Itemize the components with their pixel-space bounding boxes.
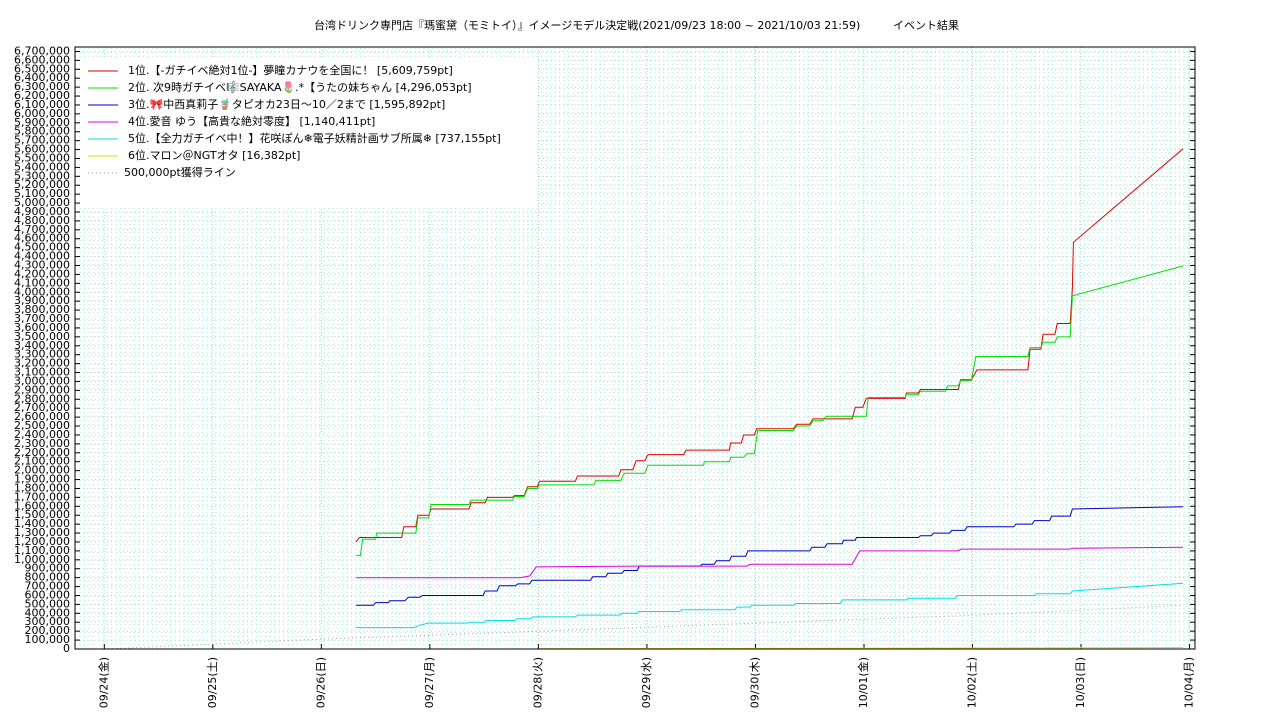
x-tick-label: 09/25(土): [206, 657, 219, 708]
y-tick-label: 1,100,000: [14, 544, 70, 557]
y-tick-label: 1,300,000: [14, 526, 70, 539]
x-tick-label: 09/26(日): [314, 657, 327, 708]
x-tick-label: 09/28(火): [531, 657, 544, 708]
y-tick-label: 3,100,000: [14, 366, 70, 379]
y-tick-label: 1,900,000: [14, 473, 70, 486]
y-tick-label: 5,300,000: [14, 169, 70, 182]
x-tick-label: 10/01(金): [856, 657, 870, 708]
y-tick-label: 6,600,000: [14, 53, 70, 66]
y-tick-label: 4,300,000: [14, 259, 70, 272]
y-tick-label: 2,700,000: [14, 401, 70, 414]
x-tick-label: 09/30(木): [748, 657, 761, 708]
y-tick-label: 500,000: [25, 597, 71, 610]
y-tick-label: 1,700,000: [14, 490, 70, 503]
y-tick-label: 600,000: [25, 588, 71, 601]
y-tick-label: 4,400,000: [14, 250, 70, 263]
legend-label: 4位.愛音 ゆう【高貴な絶対零度】 [1,140,411pt]: [128, 114, 375, 128]
legend-box: [80, 58, 537, 207]
series-line: [356, 265, 1184, 556]
y-tick-label: 2,900,000: [14, 383, 70, 396]
chart-title: 台湾ドリンク専門店『瑪蜜黛（モミトイ）』イメージモデル決定戦(2021/09/2…: [314, 18, 860, 32]
y-tick-label: 3,300,000: [14, 348, 70, 361]
y-tick-label: 2,600,000: [14, 410, 70, 423]
legend-label: 3位.🎀中西真莉子🧋タピオカ23日〜10／2まで [1,595,892pt]: [128, 97, 445, 111]
y-tick-label: 6,400,000: [14, 71, 70, 84]
legend-label: 5位.【全力ガチイベ中！】花咲ぽん❄電子妖精計画サブ所属❄ [737,155pt…: [128, 131, 501, 145]
y-tick-label: 2,200,000: [14, 446, 70, 459]
y-tick-label: 2,400,000: [14, 428, 70, 441]
y-tick-label: 200,000: [25, 624, 71, 637]
y-tick-label: 6,300,000: [14, 80, 70, 93]
series-line: [356, 582, 1184, 629]
legend-label: 500,000pt獲得ライン: [124, 166, 236, 179]
series-line: [356, 506, 1184, 606]
y-tick-label: 4,700,000: [14, 223, 70, 236]
y-tick-label: 5,500,000: [14, 151, 70, 164]
y-tick-label: 4,900,000: [14, 205, 70, 218]
y-tick-label: 5,000,000: [14, 196, 70, 209]
y-tick-label: 900,000: [25, 562, 71, 575]
y-tick-label: 3,000,000: [14, 374, 70, 387]
y-tick-label: 5,400,000: [14, 160, 70, 173]
y-tick-label: 4,800,000: [14, 214, 70, 227]
series-line: [356, 546, 1184, 579]
chart-subtitle: イベント結果: [893, 18, 959, 32]
y-tick-label: 5,600,000: [14, 143, 70, 156]
y-tick-label: 1,400,000: [14, 517, 70, 530]
y-tick-label: 1,200,000: [14, 535, 70, 548]
y-tick-label: 6,000,000: [14, 107, 70, 120]
y-tick-label: 5,200,000: [14, 178, 70, 191]
y-tick-label: 1,600,000: [14, 499, 70, 512]
y-tick-label: 300,000: [25, 615, 71, 628]
y-tick-label: 3,200,000: [14, 357, 70, 370]
y-tick-label: 5,800,000: [14, 125, 70, 138]
plot-frame: [74, 46, 1196, 650]
y-tick-label: 1,500,000: [14, 508, 70, 521]
y-tick-label: 0: [63, 642, 70, 655]
y-tick-label: 100,000: [25, 633, 71, 646]
y-tick-label: 3,700,000: [14, 312, 70, 325]
y-tick-label: 6,100,000: [14, 98, 70, 111]
y-tick-label: 4,600,000: [14, 232, 70, 245]
legend-label: 6位.マロン＠NGTオタ [16,382pt]: [128, 148, 300, 162]
y-tick-label: 800,000: [25, 571, 71, 584]
x-tick-label: 09/27(月): [423, 657, 436, 708]
y-tick-label: 6,200,000: [14, 89, 70, 102]
y-tick-label: 6,500,000: [14, 62, 70, 75]
x-tick-label: 10/03(日): [1074, 657, 1087, 708]
y-tick-label: 2,100,000: [14, 455, 70, 468]
y-tick-label: 5,100,000: [14, 187, 70, 200]
y-tick-label: 2,500,000: [14, 419, 70, 432]
y-tick-label: 4,000,000: [14, 285, 70, 298]
y-tick-label: 4,200,000: [14, 267, 70, 280]
y-tick-label: 6,700,000: [14, 44, 70, 57]
legend-label: 2位. 次9時ガチイベ🎼SAYAKA🌷.*【うたの妹ちゃん [4,296,053…: [128, 80, 472, 94]
x-tick-label: 09/24(金): [96, 657, 110, 708]
y-tick-label: 3,900,000: [14, 294, 70, 307]
y-tick-label: 400,000: [25, 606, 71, 619]
x-tick-label: 10/04(月): [1183, 657, 1196, 708]
x-tick-label: 10/02(土): [966, 657, 979, 708]
y-tick-label: 3,500,000: [14, 330, 70, 343]
y-tick-label: 4,500,000: [14, 241, 70, 254]
y-tick-label: 2,800,000: [14, 392, 70, 405]
y-tick-label: 3,400,000: [14, 339, 70, 352]
y-tick-label: 4,100,000: [14, 276, 70, 289]
legend-label: 1位.【-ガチイベ絶対1位-】夢瞳カナウを全国に！ [5,609,759pt]: [128, 63, 453, 77]
x-tick-label: 09/29(水): [640, 657, 653, 708]
y-tick-label: 1,800,000: [14, 481, 70, 494]
y-tick-label: 700,000: [25, 580, 71, 593]
y-tick-label: 2,300,000: [14, 437, 70, 450]
y-tick-label: 1,000,000: [14, 553, 70, 566]
y-tick-label: 3,600,000: [14, 321, 70, 334]
y-tick-label: 3,800,000: [14, 303, 70, 316]
y-tick-label: 5,900,000: [14, 116, 70, 129]
y-tick-label: 5,700,000: [14, 134, 70, 147]
y-tick-label: 2,000,000: [14, 464, 70, 477]
series-line: [355, 148, 1184, 543]
series-line: [104, 604, 1184, 650]
